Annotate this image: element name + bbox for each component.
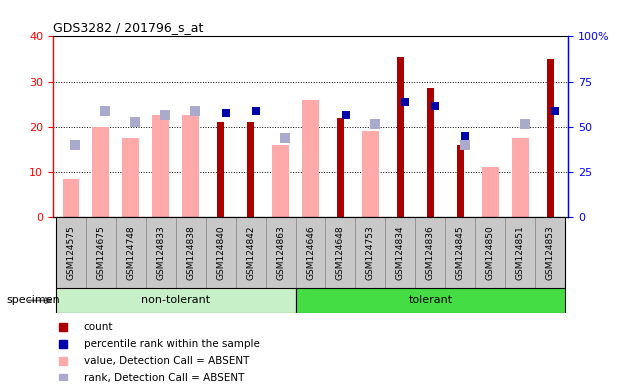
Text: GSM124842: GSM124842: [246, 225, 255, 280]
Bar: [206, 217, 235, 288]
Text: count: count: [84, 322, 113, 332]
Bar: [362, 131, 379, 217]
Bar: [296, 217, 325, 288]
Bar: [296, 288, 565, 313]
Text: GSM124646: GSM124646: [306, 225, 315, 280]
Bar: [217, 122, 224, 217]
Text: GSM124753: GSM124753: [366, 225, 375, 280]
Text: GSM124648: GSM124648: [336, 225, 345, 280]
Bar: [427, 88, 433, 217]
Bar: [152, 116, 169, 217]
Text: GSM124675: GSM124675: [96, 225, 105, 280]
Text: value, Detection Call = ABSENT: value, Detection Call = ABSENT: [84, 356, 249, 366]
Bar: [122, 138, 139, 217]
Text: GSM124840: GSM124840: [216, 225, 225, 280]
Text: GSM124575: GSM124575: [66, 225, 75, 280]
Bar: [272, 145, 289, 217]
Text: percentile rank within the sample: percentile rank within the sample: [84, 339, 260, 349]
Text: non-tolerant: non-tolerant: [141, 295, 211, 306]
Text: GSM124836: GSM124836: [426, 225, 435, 280]
Text: specimen: specimen: [6, 295, 60, 306]
Bar: [247, 122, 254, 217]
Text: tolerant: tolerant: [408, 295, 453, 306]
Bar: [512, 138, 528, 217]
Bar: [116, 217, 146, 288]
Bar: [415, 217, 445, 288]
Bar: [397, 57, 404, 217]
Bar: [337, 118, 344, 217]
Bar: [302, 100, 319, 217]
Text: GSM124863: GSM124863: [276, 225, 285, 280]
Bar: [457, 145, 464, 217]
Bar: [235, 217, 266, 288]
Text: GSM124838: GSM124838: [186, 225, 195, 280]
Bar: [325, 217, 355, 288]
Bar: [535, 217, 565, 288]
Text: GSM124834: GSM124834: [396, 225, 405, 280]
Bar: [547, 59, 553, 217]
Bar: [355, 217, 386, 288]
Bar: [475, 217, 505, 288]
Text: GSM124851: GSM124851: [516, 225, 525, 280]
Bar: [386, 217, 415, 288]
Bar: [445, 217, 475, 288]
Bar: [56, 288, 296, 313]
Text: GSM124853: GSM124853: [546, 225, 555, 280]
Bar: [93, 127, 109, 217]
Text: GSM124833: GSM124833: [156, 225, 165, 280]
Text: GSM124748: GSM124748: [126, 225, 135, 280]
Bar: [86, 217, 116, 288]
Bar: [146, 217, 176, 288]
Bar: [183, 116, 199, 217]
Bar: [482, 167, 499, 217]
Text: GDS3282 / 201796_s_at: GDS3282 / 201796_s_at: [53, 21, 203, 34]
Bar: [63, 179, 79, 217]
Text: GSM124850: GSM124850: [486, 225, 495, 280]
Bar: [505, 217, 535, 288]
Text: rank, Detection Call = ABSENT: rank, Detection Call = ABSENT: [84, 372, 244, 382]
Bar: [56, 217, 86, 288]
Bar: [176, 217, 206, 288]
Text: GSM124845: GSM124845: [456, 225, 465, 280]
Bar: [266, 217, 296, 288]
